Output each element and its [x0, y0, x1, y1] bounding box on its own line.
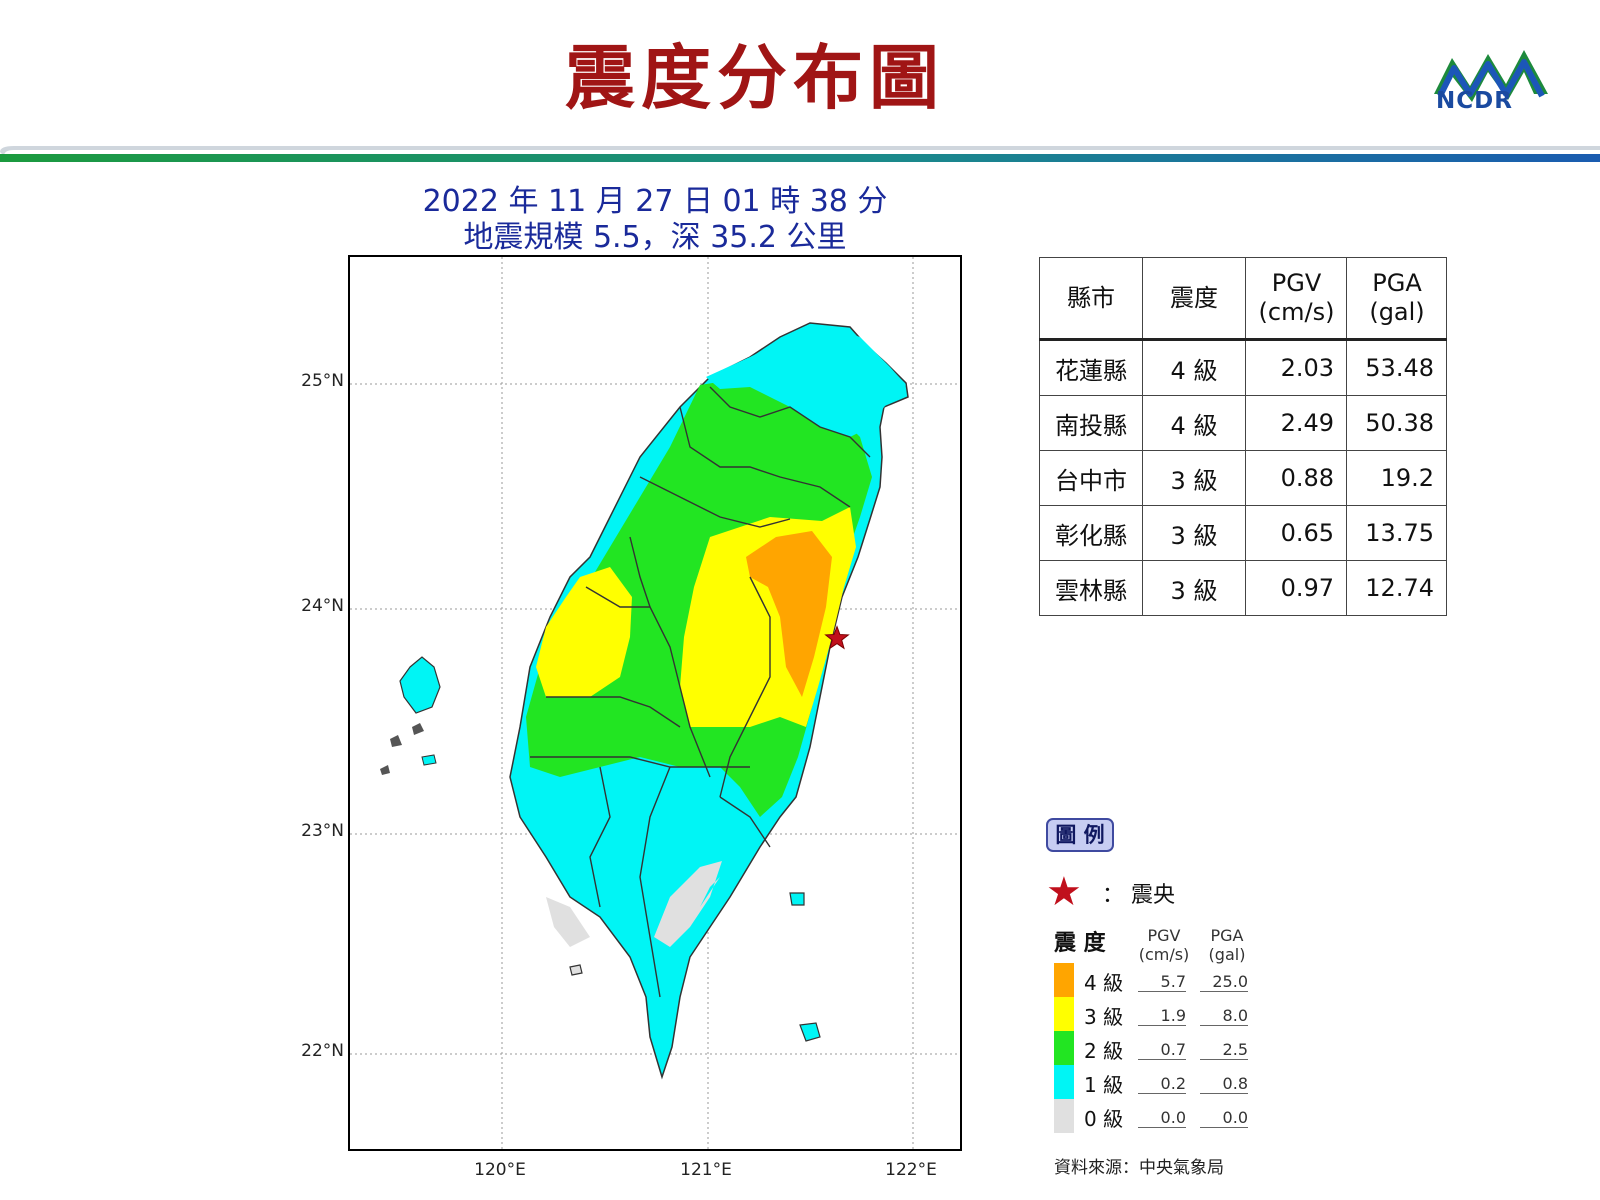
cell-pgv: 0.88	[1245, 450, 1347, 506]
lon-label: 122°E	[885, 1160, 937, 1180]
cell-county: 南投縣	[1039, 395, 1143, 451]
header-pga: PGA (gal)	[1346, 257, 1447, 341]
cell-pgv: 2.49	[1245, 395, 1347, 451]
cell-county: 台中市	[1039, 450, 1143, 506]
lon-label: 120°E	[474, 1160, 526, 1180]
event-time: 2022 年 11 月 27 日 01 時 38 分	[422, 184, 888, 219]
cell-pga: 53.48	[1346, 339, 1447, 396]
header-pgv: PGV (cm/s)	[1245, 257, 1347, 341]
cell-pga: 19.2	[1346, 450, 1447, 506]
cell-intensity: 3 級	[1142, 450, 1246, 506]
legend-epicenter-label: ： 震央	[1102, 883, 1175, 908]
cell-pga: 12.74	[1346, 560, 1447, 616]
legend-star-icon: ★	[1046, 869, 1082, 915]
legend-level-pga: 25.0	[1200, 973, 1248, 992]
cell-pga: 13.75	[1346, 505, 1447, 561]
legend-level-pgv: 0.0	[1138, 1109, 1186, 1128]
lon-label: 121°E	[680, 1160, 732, 1180]
legend-swatch	[1054, 1099, 1074, 1133]
header-intensity: 震度	[1142, 257, 1246, 341]
county-stats-table: 縣市 震度 PGV (cm/s) PGA (gal) 花蓮縣 4 級 2.03 …	[1039, 257, 1447, 616]
header-pgv-line1: PGV	[1271, 269, 1322, 298]
legend-level-pgv: 0.7	[1138, 1041, 1186, 1060]
header-pga-line1: PGA	[1372, 269, 1422, 298]
legend-badge: 圖 例	[1046, 818, 1114, 852]
legend-level-pga: 8.0	[1200, 1007, 1248, 1026]
legend-level-pgv: 0.2	[1138, 1075, 1186, 1094]
intensity-0-southwest	[546, 897, 590, 947]
header-pga-line2: (gal)	[1369, 298, 1425, 326]
header-pgv-line2: (cm/s)	[1258, 298, 1335, 326]
cell-pgv: 0.65	[1245, 505, 1347, 561]
ncdr-logo-icon	[1434, 50, 1548, 102]
legend-swatch	[1054, 1065, 1074, 1099]
lat-label: 22°N	[301, 1041, 344, 1061]
orchid-island	[799, 1022, 821, 1042]
cell-county: 彰化縣	[1039, 505, 1143, 561]
legend-swatch	[1054, 963, 1074, 997]
cell-intensity: 4 級	[1142, 395, 1246, 451]
legend-level-pga: 0.0	[1200, 1109, 1248, 1128]
legend-pgv-header-1: PGV	[1147, 926, 1181, 945]
legend-swatch	[1054, 997, 1074, 1031]
table-row: 彰化縣 3 級 0.65 13.75	[1039, 505, 1447, 561]
legend-level-row: 2 級 0.7 2.5	[1054, 1031, 1254, 1065]
cell-county: 花蓮縣	[1039, 339, 1143, 396]
data-source: 資料來源：中央氣象局	[1054, 1158, 1224, 1178]
legend-level-pgv: 1.9	[1138, 1007, 1186, 1026]
legend-swatch	[1054, 1031, 1074, 1065]
county-boundaries	[530, 386, 871, 998]
page-title: 震度分布圖	[565, 37, 945, 119]
legend-level-label: 4 級	[1084, 971, 1124, 995]
intensity-0-southeast	[654, 861, 730, 947]
legend-level-label: 1 級	[1084, 1073, 1124, 1097]
legend-pga-header-1: PGA	[1210, 926, 1244, 945]
cell-pga: 50.38	[1346, 395, 1447, 451]
intensity-3-region-west	[536, 567, 632, 697]
epicenter-star-icon	[824, 625, 850, 650]
lat-label: 23°N	[301, 821, 344, 841]
penghu-islands	[380, 656, 441, 775]
header-divider	[0, 146, 1600, 162]
legend-level-row: 3 級 1.9 8.0	[1054, 997, 1254, 1031]
header: 震度分布圖 NCDR	[0, 0, 1600, 165]
intensity-1-north	[706, 327, 906, 437]
legend-level-pgv: 5.7	[1138, 973, 1186, 992]
intensity-4-region	[746, 531, 832, 697]
intensity-map	[348, 255, 962, 1151]
logo-text: NCDR	[1436, 88, 1513, 114]
lat-label: 25°N	[301, 371, 344, 391]
table-row: 台中市 3 級 0.88 19.2	[1039, 450, 1447, 506]
legend-pga-header: PGA (gal)	[1197, 926, 1257, 964]
legend-level-label: 3 級	[1084, 1005, 1124, 1029]
legend-level-row: 1 級 0.2 0.8	[1054, 1065, 1254, 1099]
legend-level-row: 0 級 0.0 0.0	[1054, 1099, 1254, 1133]
legend-level-pga: 0.8	[1200, 1075, 1248, 1094]
cell-county: 雲林縣	[1039, 560, 1143, 616]
liuqiu-island	[569, 964, 583, 976]
legend-level-label: 2 級	[1084, 1039, 1124, 1063]
legend-level-pga: 2.5	[1200, 1041, 1248, 1060]
table-row: 南投縣 4 級 2.49 50.38	[1039, 395, 1447, 451]
cell-intensity: 3 級	[1142, 560, 1246, 616]
table-row: 花蓮縣 4 級 2.03 53.48	[1039, 339, 1447, 396]
legend-pgv-header-2: (cm/s)	[1138, 945, 1190, 965]
map-canvas	[350, 257, 960, 1149]
legend-level-row: 4 級 5.7 25.0	[1054, 963, 1254, 997]
cell-pgv: 2.03	[1245, 339, 1347, 396]
event-magnitude: 地震規模 5.5，深 35.2 公里	[463, 220, 847, 255]
header-county: 縣市	[1039, 257, 1143, 341]
cell-pgv: 0.97	[1245, 560, 1347, 616]
cell-intensity: 4 級	[1142, 339, 1246, 396]
legend-pga-header-2: (gal)	[1208, 945, 1246, 965]
table-header-row: 縣市 震度 PGV (cm/s) PGA (gal)	[1039, 257, 1447, 341]
legend-level-label: 0 級	[1084, 1107, 1124, 1131]
table-row: 雲林縣 3 級 0.97 12.74	[1039, 560, 1447, 616]
legend-intensity-header: 震 度	[1054, 931, 1106, 956]
lat-label: 24°N	[301, 596, 344, 616]
green-island	[789, 892, 805, 906]
cell-intensity: 3 級	[1142, 505, 1246, 561]
legend-pgv-header: PGV (cm/s)	[1134, 926, 1194, 964]
